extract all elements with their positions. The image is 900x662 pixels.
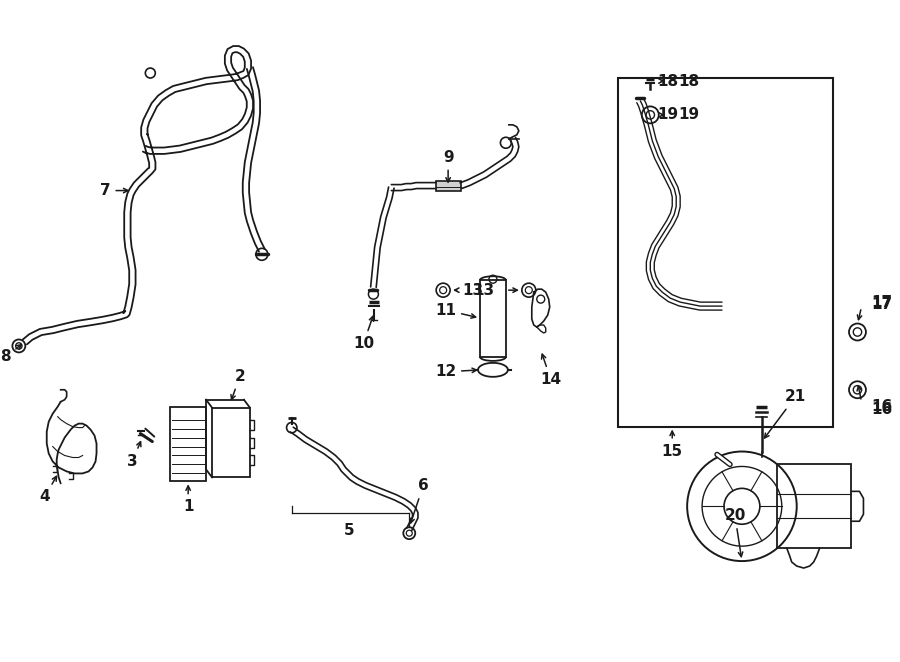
Text: 3: 3	[127, 442, 141, 469]
Text: 16: 16	[871, 402, 893, 417]
Bar	[170, 406, 206, 481]
Text: 7: 7	[100, 183, 128, 198]
Text: 13: 13	[473, 283, 494, 298]
Text: 10: 10	[353, 316, 374, 351]
Text: 8: 8	[0, 345, 22, 364]
Text: 19: 19	[657, 107, 679, 122]
Text: 21: 21	[764, 389, 806, 438]
Text: 14: 14	[540, 354, 562, 387]
Bar	[777, 465, 851, 548]
Text: 15: 15	[662, 431, 683, 459]
Text: 1: 1	[183, 486, 194, 514]
Text: 16: 16	[871, 399, 893, 414]
Text: 2: 2	[231, 369, 246, 399]
Text: 4: 4	[40, 477, 57, 504]
Text: 19: 19	[679, 107, 699, 122]
Bar	[436, 181, 461, 191]
Text: 9: 9	[443, 150, 454, 182]
Bar	[212, 408, 250, 477]
Text: 17: 17	[871, 295, 893, 310]
Text: 6: 6	[410, 479, 428, 523]
Bar	[480, 280, 506, 357]
Text: 13: 13	[454, 283, 483, 298]
Text: 12: 12	[435, 364, 476, 379]
Text: 20: 20	[724, 508, 746, 557]
Bar	[618, 78, 832, 426]
Text: 5: 5	[344, 523, 355, 538]
Text: 18: 18	[657, 73, 679, 89]
Text: 18: 18	[679, 73, 699, 89]
Text: 17: 17	[871, 297, 893, 312]
Text: 11: 11	[435, 303, 475, 318]
